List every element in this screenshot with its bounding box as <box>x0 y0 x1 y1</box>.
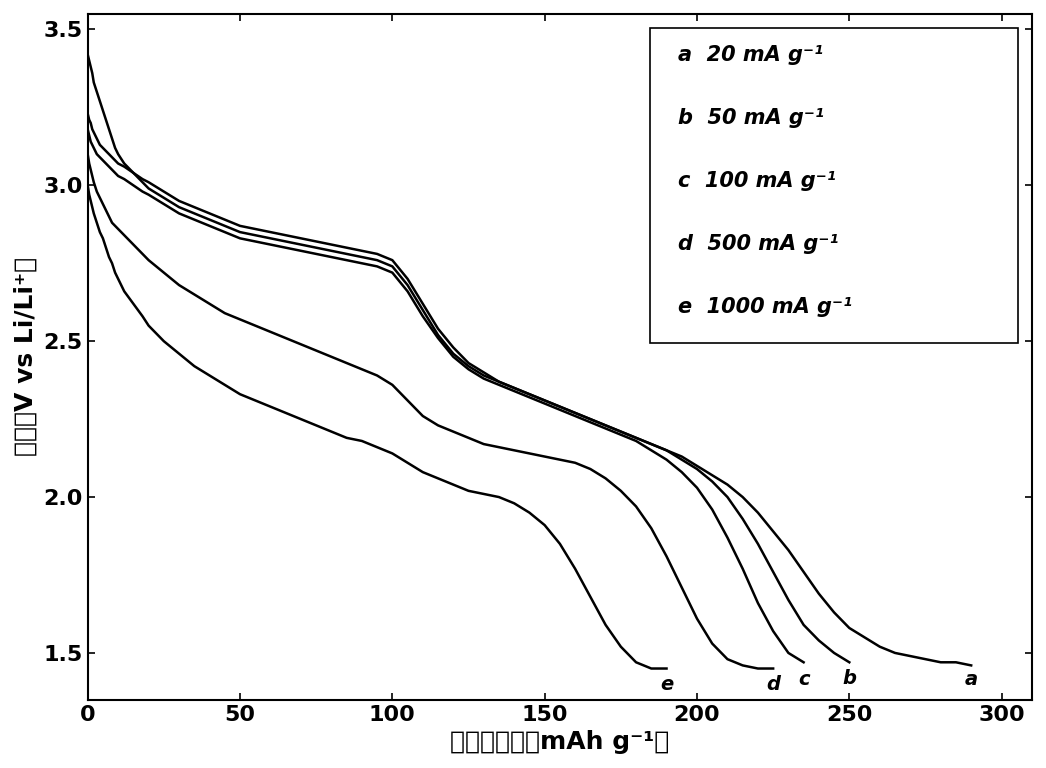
Text: a: a <box>964 670 978 689</box>
Text: d  500 mA g⁻¹: d 500 mA g⁻¹ <box>678 234 839 254</box>
Text: b: b <box>842 668 857 687</box>
FancyBboxPatch shape <box>650 28 1018 343</box>
Text: e  1000 mA g⁻¹: e 1000 mA g⁻¹ <box>678 297 852 317</box>
Y-axis label: 电压（V vs Li/Li⁺）: 电压（V vs Li/Li⁺） <box>14 257 38 456</box>
Text: e: e <box>660 675 674 694</box>
Text: c  100 mA g⁻¹: c 100 mA g⁻¹ <box>678 171 836 191</box>
Text: a  20 mA g⁻¹: a 20 mA g⁻¹ <box>678 45 823 65</box>
Text: c: c <box>798 670 810 689</box>
Text: d: d <box>766 675 780 694</box>
X-axis label: 比放电容量（mAh g⁻¹）: 比放电容量（mAh g⁻¹） <box>450 730 669 754</box>
Text: b  50 mA g⁻¹: b 50 mA g⁻¹ <box>678 108 824 127</box>
